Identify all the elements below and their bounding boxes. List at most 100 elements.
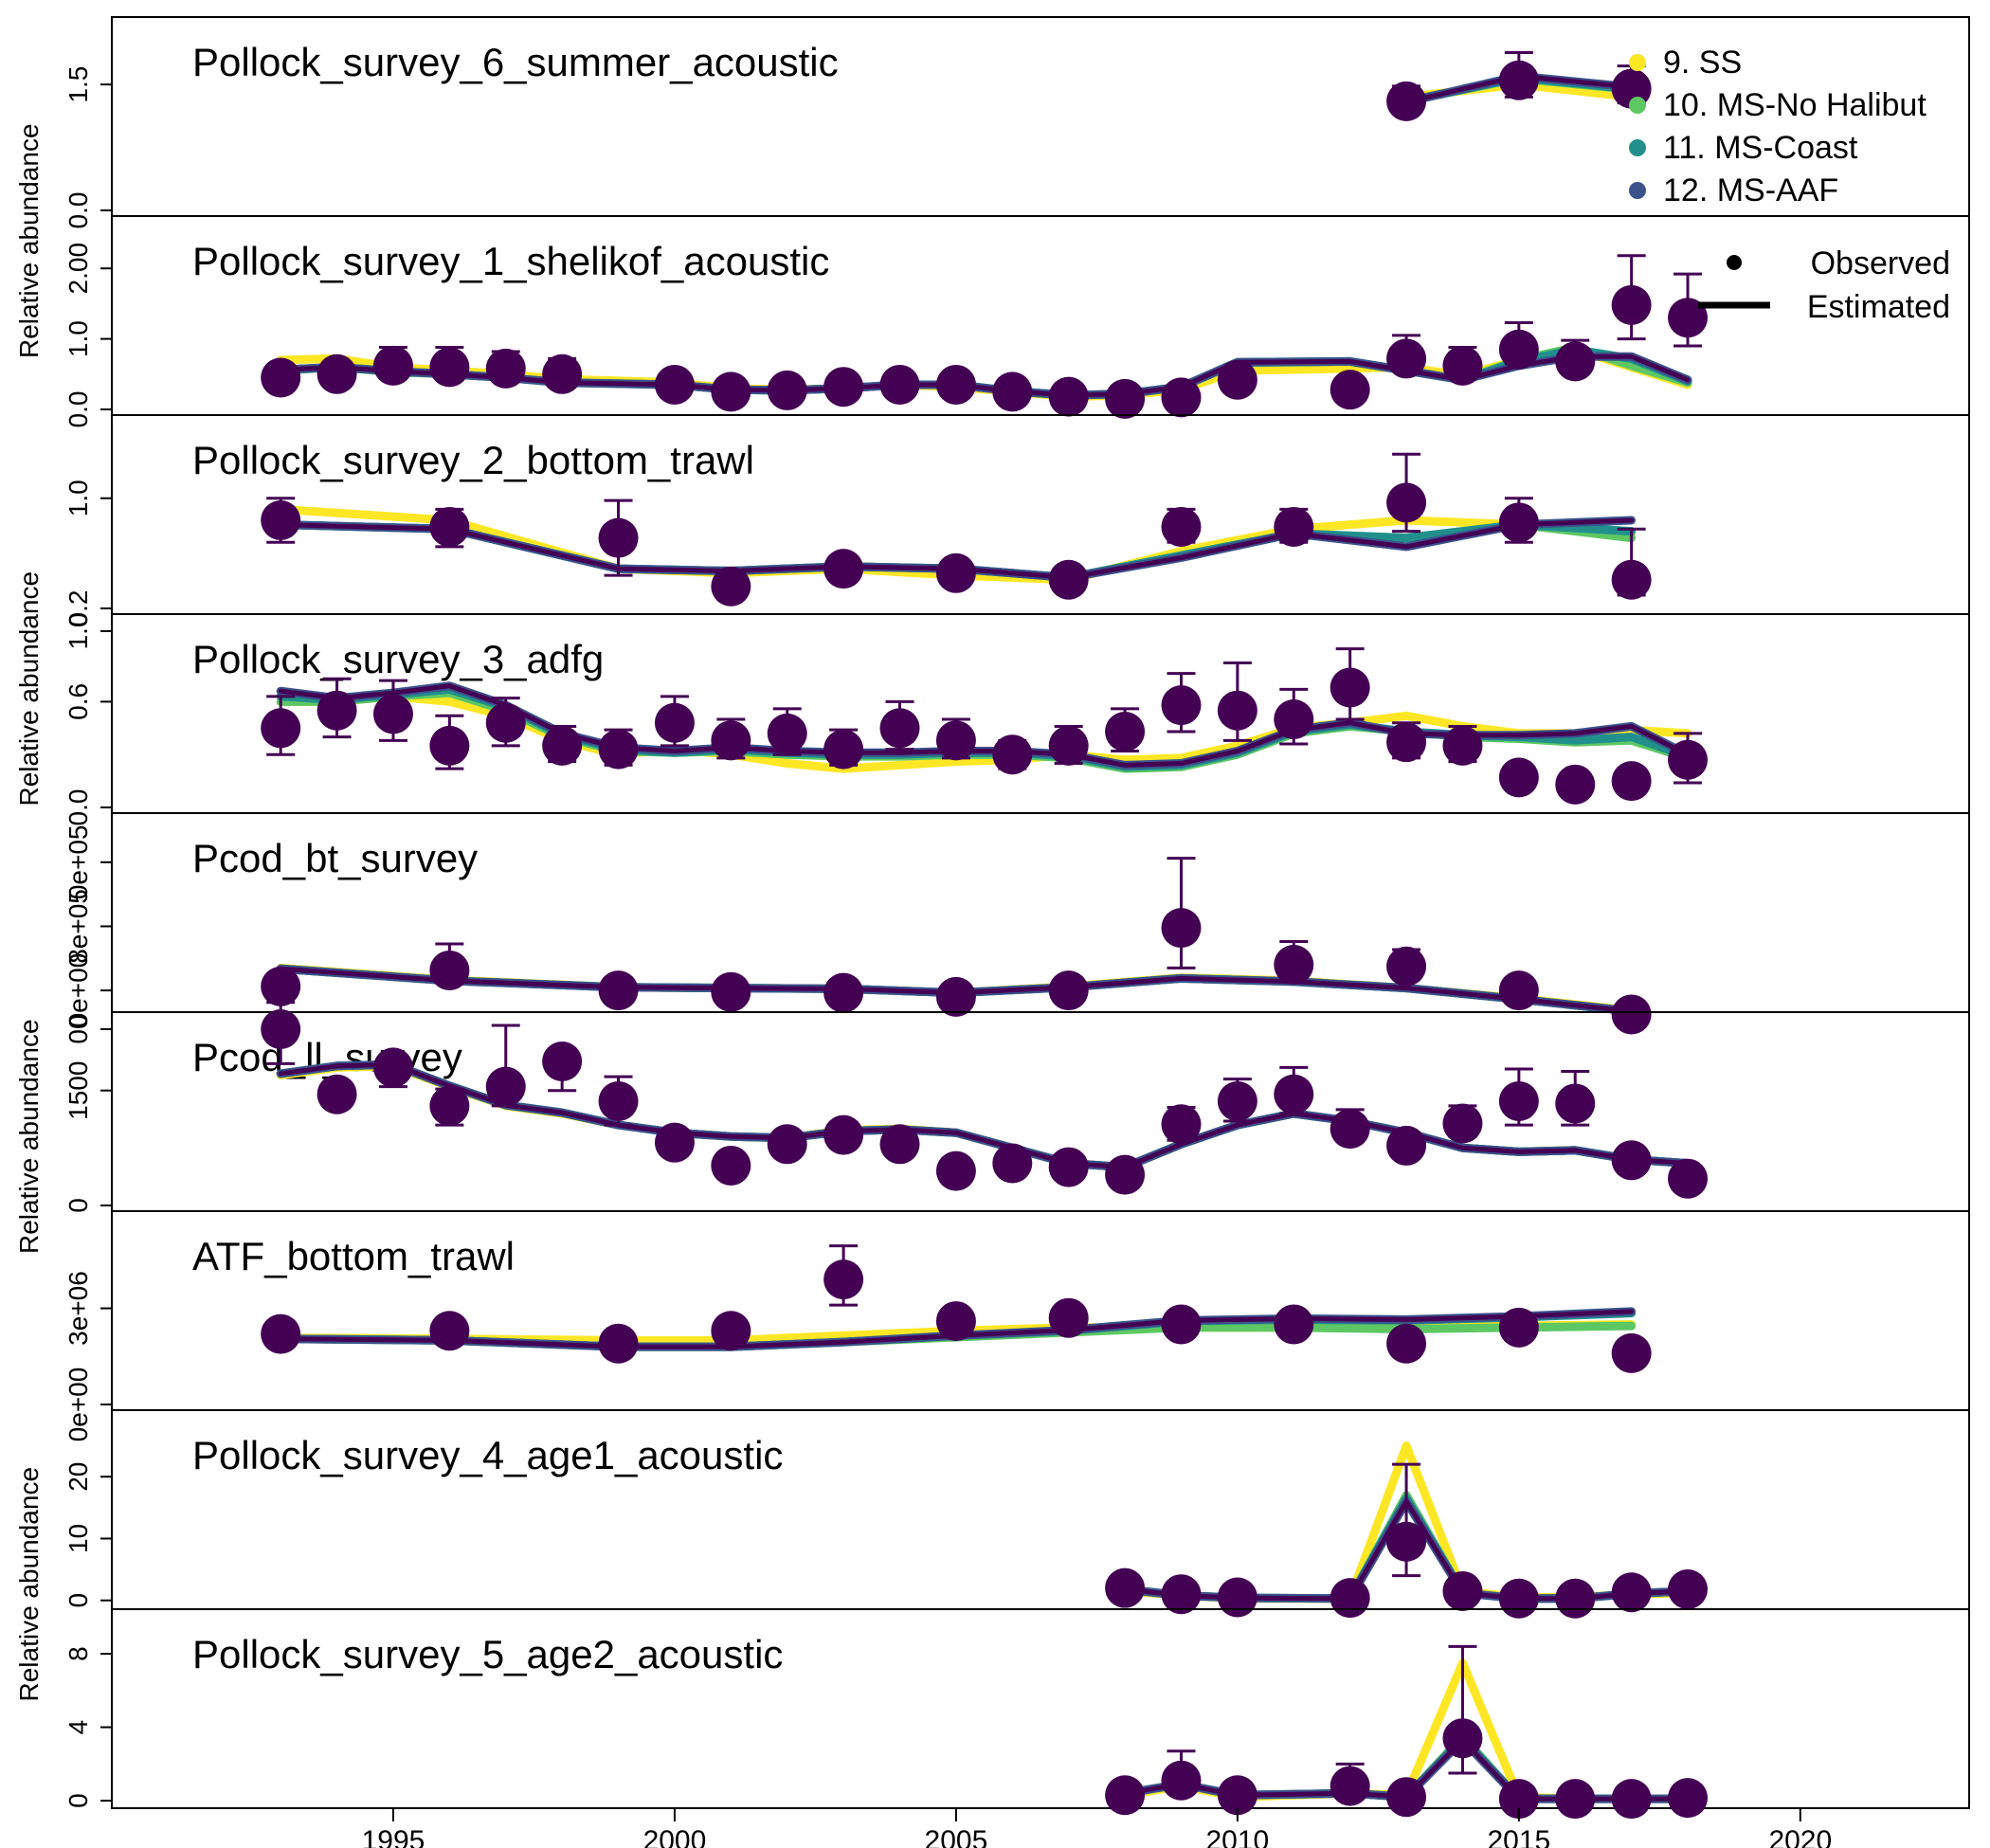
observed-point <box>1498 502 1539 543</box>
observed-point <box>1217 1577 1257 1618</box>
observed-point <box>767 713 807 753</box>
observed-point <box>1442 345 1483 386</box>
observed-point <box>711 1145 751 1186</box>
observed-point <box>1048 376 1089 417</box>
y-tick-label: 1.5 <box>63 66 93 103</box>
observed-point <box>1611 1572 1652 1613</box>
y-axis-label: Relative abundance <box>14 1019 44 1254</box>
observed-point <box>1217 1775 1257 1816</box>
y-axis-label: Relative abundance <box>14 1467 44 1702</box>
panel-2: Pollock_survey_1_shelikof_acoustic 0.0 1.0… <box>63 215 1970 427</box>
observed-point <box>1161 908 1202 949</box>
observed-point <box>1498 970 1539 1011</box>
observed-point <box>1217 690 1257 731</box>
observed-point <box>992 734 1033 775</box>
observed-point <box>1161 1574 1202 1615</box>
observed-point <box>823 729 864 770</box>
legend-label: 10. MS-No Halibut <box>1663 87 1927 123</box>
observed-point <box>1274 506 1314 547</box>
y-tick-label: 3e+06 <box>63 1271 93 1346</box>
x-tick-label: 2000 <box>643 1825 707 1848</box>
panel-title: Pollock_survey_6_summer_acoustic <box>192 40 839 84</box>
observed-point <box>429 347 470 388</box>
observed-point <box>1555 1779 1596 1820</box>
observed-point <box>654 702 695 743</box>
observed-point <box>429 950 470 990</box>
observed-point <box>1048 970 1089 1011</box>
y-tick-label: 0 <box>63 1793 93 1808</box>
observed-point <box>1498 1779 1539 1820</box>
observed-point <box>711 971 751 1012</box>
panel-9: Pollock_survey_5_age2_acoustic 0 4 8 <box>63 1608 1970 1820</box>
panel-7: ATF_bottom_trawl 0e+00 3e+06 <box>63 1210 1970 1442</box>
y-tick-label: 0 <box>63 1593 93 1608</box>
observed-point <box>372 345 413 386</box>
observed-point <box>1161 1304 1202 1345</box>
observed-point <box>1105 1567 1146 1608</box>
observed-point <box>429 1085 470 1126</box>
observed-point <box>1161 1760 1202 1801</box>
legend-label: 12. MS-AAF <box>1663 172 1838 208</box>
observed-point <box>1274 1304 1314 1345</box>
observed-point <box>261 1314 301 1354</box>
legend: 9. SS 10. MS-No Halibut 11. MS-Coast 12. MS… <box>1629 45 1950 325</box>
observed-point <box>1330 667 1370 708</box>
observed-point <box>1274 1074 1314 1114</box>
observed-point <box>1161 1104 1202 1145</box>
panel-title: Pollock_survey_1_shelikof_acoustic <box>192 239 829 283</box>
observed-point <box>1668 1568 1709 1609</box>
estimated-line-overlay <box>1122 1737 1691 1802</box>
observed-point <box>767 370 807 410</box>
observed-point <box>654 1122 695 1163</box>
y-tick-label: 0e+00 <box>63 953 93 1028</box>
observed-point <box>1386 338 1427 379</box>
observed-point <box>823 1259 864 1300</box>
observed-point <box>1105 712 1146 752</box>
observed-point <box>711 720 751 761</box>
observed-point <box>1668 739 1709 780</box>
observed-point <box>767 1124 807 1165</box>
y-tick-label: 1500 <box>63 1061 93 1120</box>
y-tick-label: 8 <box>63 1646 93 1661</box>
y-tick-label: 0.0 <box>63 192 93 229</box>
panel-4: Pollock_survey_3_adfg 0.0 0.6 1.0 <box>63 613 1970 825</box>
observed-point <box>1048 1147 1089 1187</box>
observed-point <box>1611 761 1652 802</box>
observed-point <box>261 500 301 540</box>
estimated-line-overlay <box>278 966 1635 1014</box>
y-tick-label: 0.2 <box>63 590 93 627</box>
observed-point <box>654 364 695 405</box>
observed-point <box>317 1074 357 1114</box>
panel-title: Pollock_survey_3_adfg <box>192 637 604 681</box>
y-tick-label: 0e+05 <box>63 824 93 899</box>
observed-point <box>485 348 526 389</box>
observed-point <box>1668 1778 1709 1819</box>
observed-point <box>1105 1775 1146 1816</box>
y-tick-label: 0e+00 <box>63 1368 93 1442</box>
x-tick-label: 2010 <box>1206 1825 1270 1848</box>
observed-point <box>1386 482 1427 523</box>
observed-point <box>1217 1081 1257 1122</box>
legend-estimated-label: Estimated <box>1807 289 1950 325</box>
observed-point <box>261 966 301 1006</box>
observed-point <box>1611 284 1652 325</box>
y-axis-label: Relative abundance <box>14 123 44 358</box>
legend-observed-marker <box>1727 255 1742 270</box>
y-tick-label: 0 <box>63 1198 93 1213</box>
observed-point <box>1668 1158 1709 1199</box>
observed-point <box>1330 1578 1370 1619</box>
y-tick-label: 0.6 <box>63 683 93 720</box>
x-tick-label: 1995 <box>362 1825 425 1848</box>
observed-point <box>1498 1578 1539 1619</box>
observed-point <box>1330 1766 1370 1806</box>
observed-point <box>935 1150 976 1191</box>
y-axis-label-group: Relative abundance Relative abundance Rela… <box>14 123 44 1701</box>
observed-point <box>429 725 470 766</box>
observed-point <box>1611 1779 1652 1820</box>
observed-point <box>1442 1718 1483 1759</box>
legend-marker <box>1629 97 1646 114</box>
panel-frame <box>111 1608 1970 1809</box>
observed-point <box>1498 757 1539 798</box>
